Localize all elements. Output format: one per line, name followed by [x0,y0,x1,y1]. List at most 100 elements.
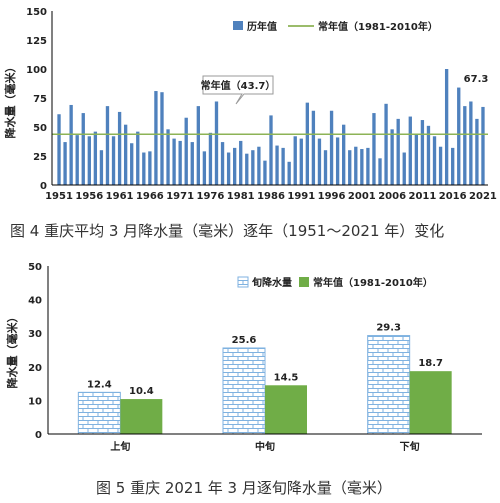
data-label-normal-2: 18.7 [418,358,443,369]
bar-1976 [208,132,213,185]
chart1-xtick-label: 2021 [469,191,497,202]
bar-1965 [142,152,146,185]
bar-2019 [469,101,473,185]
last-value-label: 67.3 [464,74,489,85]
bar-1990 [293,136,297,185]
bar-2003 [372,113,376,185]
bar-2002 [366,147,370,185]
chart2-legend: 旬降水量 常年值（1981-2010年） [237,276,433,289]
bar-1951 [57,114,61,185]
legend2-brick-label: 旬降水量 [251,276,292,289]
bar-1954 [75,135,79,185]
bar-1955 [81,113,85,185]
bar-2007 [396,118,400,185]
bar-1963 [130,143,134,185]
data-label-dekad-1: 25.6 [232,335,257,346]
bar-1966 [148,151,152,185]
bar-1980 [232,147,237,185]
bar-1961 [117,111,122,185]
bar-2000 [354,146,358,185]
bar-1973 [190,142,194,185]
bar-2008 [402,152,406,185]
bar-2021 [481,106,485,185]
bar-normal-2 [409,371,452,434]
bar-2005 [384,103,388,185]
chart1-xtick-label: 1951 [45,191,73,202]
bar-1997 [335,137,340,185]
bar-1962 [123,124,128,185]
chart2-category-label: 上旬 [110,440,130,453]
bar-1977 [214,101,219,185]
bar-dekad-0 [77,391,121,435]
bar-1970 [172,138,176,185]
legend2-green-swatch [299,277,309,287]
bar-1987 [275,145,279,185]
bar-1989 [287,161,291,185]
chart2-ytick-label: 30 [28,329,42,340]
bar-1956 [87,136,91,185]
bar-1982 [245,153,249,185]
bar-1984 [257,146,261,185]
bar-2017 [457,87,461,185]
bar-normal-1 [265,385,307,434]
chart2-caption: 图 5 重庆 2021 年 3 月逐旬降水量（毫米） [96,479,392,497]
chart1-xtick-label: 1991 [287,191,315,202]
data-label-dekad-2: 29.3 [376,323,401,334]
bar-1953 [69,104,73,185]
bar-2009 [408,116,412,185]
legend2-green-label: 常年值（1981-2010年） [313,276,433,289]
chart1-xtick-label: 1961 [106,191,134,202]
bar-1998 [342,124,346,185]
chart1-xtick-label: 1966 [136,191,164,202]
bar-1986 [269,115,273,185]
chart2-ytick-label: 20 [28,363,42,374]
bar-1991 [299,138,303,185]
bar-2013 [432,136,437,185]
normal-value-callout: 常年值（43.7） [201,75,276,105]
bar-1979 [226,152,231,185]
chart1-ytick-label: 25 [33,152,47,163]
legend2-brick-swatch [237,276,249,288]
chart1-xtick-label: 2001 [348,191,376,202]
legend1-line-label: 常年值（1981-2010年） [318,20,438,33]
bar-1957 [93,131,98,185]
bar-1969 [166,129,170,185]
bar-1960 [111,136,116,185]
bar-1978 [220,142,225,185]
chart1-ytick-label: 75 [33,94,47,105]
bar-1968 [160,92,164,185]
chart2-ytick-label: 50 [28,262,42,273]
bar-1999 [348,150,352,185]
bar-1983 [251,150,255,185]
chart1-xtick-label: 1981 [227,191,255,202]
chart2-ytick-label: 10 [28,396,42,407]
chart-dekad-precipitation: 降水量（毫米） 0 10 20 30 40 50 12.4 10.4 上旬 25.6 14.5 中旬… [5,262,482,453]
chart1-xtick-label: 2011 [408,191,436,202]
chart1-xtick-label: 1956 [75,191,103,202]
chart1-ylabel: 降水量（毫米） [3,62,17,139]
bar-1964 [136,131,140,185]
chart2-category-label: 下旬 [400,440,420,453]
chart1-ytick-label: 100 [26,65,47,76]
bar-1996 [329,110,334,185]
data-label-dekad-0: 12.4 [87,379,112,390]
bar-1992 [305,102,310,185]
chart2-category-label: 中旬 [255,440,275,453]
bar-1972 [184,117,188,185]
bar-2014 [438,146,443,185]
chart1-xtick-label: 2006 [378,191,406,202]
chart2-ytick-label: 40 [28,296,42,307]
chart1-ytick-label: 50 [33,123,47,134]
bar-1981 [239,140,243,185]
bar-2006 [390,129,394,185]
bar-2016 [451,147,455,185]
chart1-xtick-label: 2016 [439,191,467,202]
chart1-ytick-label: 125 [26,36,47,47]
data-label-normal-0: 10.4 [129,386,154,397]
legend1-bar-label: 历年值 [247,20,277,33]
chart1-xtick-label: 1996 [318,191,346,202]
callout-text: 常年值（43.7） [201,79,276,92]
bar-2018 [463,106,467,185]
bar-2012 [426,125,431,185]
